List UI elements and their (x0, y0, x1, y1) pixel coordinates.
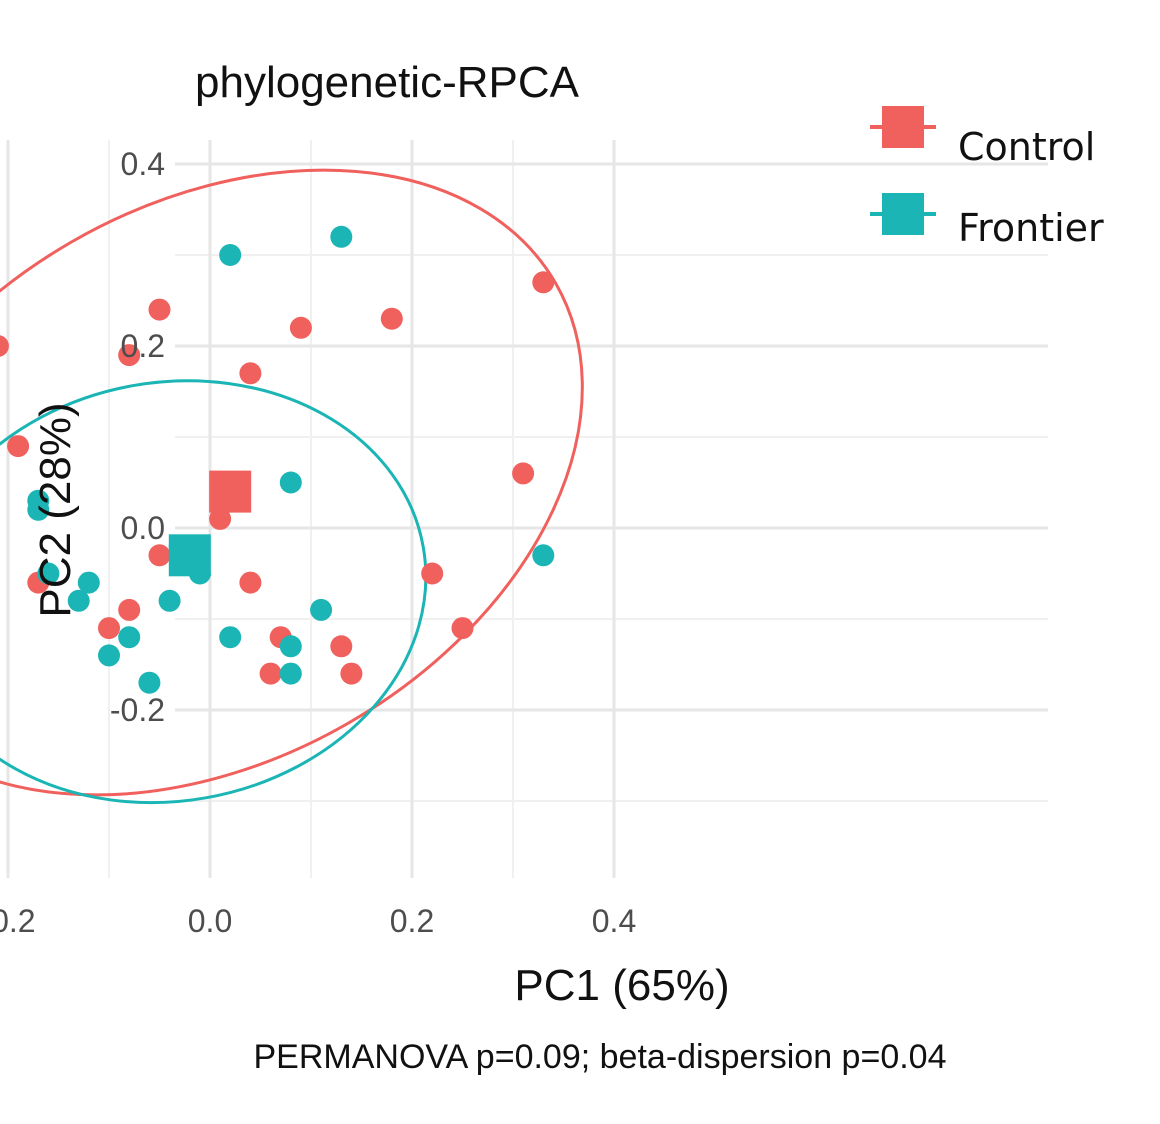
grid (6, 140, 1048, 878)
data-point-control (259, 662, 282, 685)
x-axis-label: PC1 (65%) (514, 961, 729, 1010)
data-point-control (340, 662, 363, 685)
data-point-control (118, 344, 141, 367)
data-point-control (289, 316, 312, 339)
confidence-ellipse-control (0, 168, 584, 797)
data-point-control (451, 617, 474, 640)
data-points (0, 225, 555, 694)
data-point-frontier (77, 571, 100, 594)
data-point-frontier (330, 225, 353, 248)
centroids (168, 470, 252, 577)
data-point-control (380, 307, 403, 330)
data-point-frontier (279, 471, 302, 494)
x-tick-label: 0.2 (390, 903, 434, 939)
data-point-control (148, 298, 171, 321)
legend-label-frontier: Frontier (958, 206, 1104, 250)
data-point-control (148, 544, 171, 567)
y-tick-label: 0.2 (121, 328, 165, 364)
x-tick-label: -0.2 (0, 903, 36, 939)
data-point-frontier (310, 598, 333, 621)
data-point-frontier (67, 589, 90, 612)
centroid-frontier (168, 534, 211, 577)
data-point-control (330, 635, 353, 658)
centroid-control (209, 470, 252, 513)
data-point-frontier (27, 498, 50, 521)
tick-labels: -0.4-0.20.00.20.4-0.20.00.20.4 (0, 146, 636, 939)
data-point-control (118, 598, 141, 621)
data-point-control (209, 507, 232, 530)
y-tick-label: 0.4 (121, 146, 165, 182)
data-point-control (239, 362, 262, 385)
x-tick-label: 0.0 (188, 903, 232, 939)
data-point-frontier (279, 635, 302, 658)
y-axis-label: PC2 (28%) (31, 402, 80, 617)
legend-swatch-control (882, 106, 924, 148)
y-tick-label: 0.0 (121, 510, 165, 546)
data-point-frontier (279, 662, 302, 685)
data-point-control (512, 462, 535, 485)
data-point-frontier (158, 589, 181, 612)
data-point-frontier (37, 562, 60, 585)
legend-item-frontier: Frontier (870, 193, 1104, 250)
data-point-frontier (532, 544, 555, 567)
data-point-control (98, 617, 120, 640)
data-point-control (0, 335, 9, 357)
legend: Control Frontier (870, 106, 1104, 250)
data-point-control (7, 435, 30, 458)
ellipses (0, 168, 584, 805)
legend-item-control: Control (870, 106, 1095, 169)
chart-caption: PERMANOVA p=0.09; beta-dispersion p=0.04 (254, 1038, 947, 1076)
legend-label-control: Control (958, 125, 1095, 169)
data-point-frontier (118, 626, 141, 649)
data-point-control (421, 562, 444, 585)
data-point-frontier (98, 644, 120, 667)
data-point-frontier (138, 671, 161, 694)
chart-title: phylogenetic-RPCA (195, 58, 580, 107)
y-tick-label: -0.2 (110, 692, 165, 728)
data-point-frontier (219, 244, 242, 266)
confidence-ellipse-frontier (0, 379, 428, 805)
data-point-frontier (219, 626, 242, 649)
legend-swatch-frontier (882, 193, 924, 235)
data-point-control (532, 271, 555, 294)
data-point-control (239, 571, 262, 594)
x-tick-label: 0.4 (592, 903, 636, 939)
